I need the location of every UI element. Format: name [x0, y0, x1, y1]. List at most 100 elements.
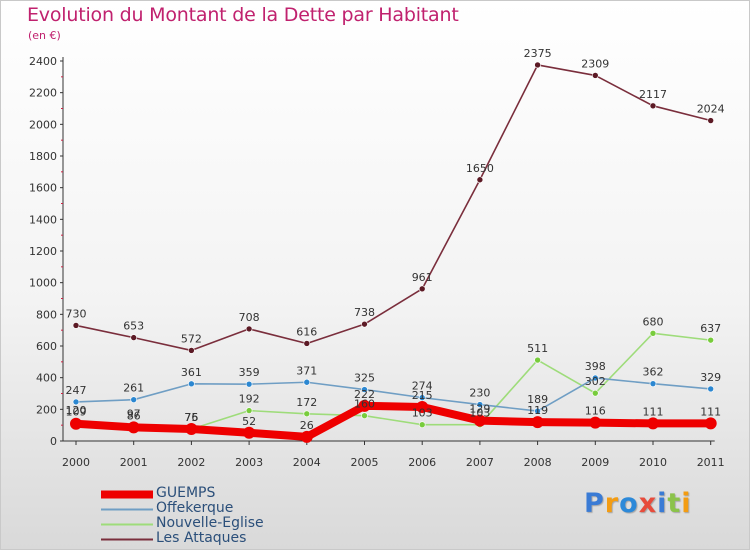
data-label-nouvelle-eglise: 172 [296, 396, 317, 409]
data-point-les-attaques [245, 325, 253, 333]
y-tick-label: 2000 [29, 118, 57, 131]
data-label-nouvelle-eglise: 75 [184, 411, 198, 424]
data-label-offekerque: 398 [585, 360, 606, 373]
data-label-nouvelle-eglise: 511 [527, 342, 548, 355]
data-point-nouvelle-eglise [245, 407, 253, 414]
data-point-guemps [647, 417, 659, 430]
logo-letter: P [584, 488, 605, 519]
y-tick-label: 1200 [29, 245, 57, 258]
data-point-les-attaques [361, 320, 368, 328]
proxiti-logo: Proxiti [584, 488, 692, 519]
axes [62, 57, 715, 442]
data-label-les-attaques: 616 [296, 325, 317, 338]
legend-label-guemps: GUEMPS [156, 485, 216, 501]
y-tick-label: 600 [36, 340, 57, 353]
y-tick-label: 200 [36, 403, 57, 416]
y-tick-label: 1000 [29, 277, 57, 290]
data-label-offekerque: 274 [412, 380, 433, 393]
data-label-les-attaques: 1650 [466, 162, 494, 175]
data-point-les-attaques [534, 61, 541, 69]
x-tick-label: 2005 [351, 456, 379, 469]
data-point-guemps [416, 400, 429, 413]
data-label-offekerque: 325 [354, 372, 375, 385]
data-point-nouvelle-eglise [534, 356, 541, 364]
data-label-nouvelle-eglise: 192 [239, 393, 260, 406]
y-tick-label: 1800 [29, 150, 57, 163]
data-point-offekerque [245, 380, 253, 388]
data-label-nouvelle-eglise: 97 [127, 408, 141, 421]
data-point-guemps [531, 416, 544, 429]
data-label-guemps: 111 [700, 405, 721, 418]
data-label-les-attaques: 708 [239, 311, 260, 324]
legend-label-offekerque: Offekerque [156, 500, 234, 516]
y-tick-label: 800 [36, 308, 57, 321]
data-label-offekerque: 359 [239, 366, 260, 379]
data-label-les-attaques: 2309 [581, 57, 609, 70]
x-tick-label: 2003 [235, 456, 263, 469]
data-point-nouvelle-eglise [649, 330, 657, 337]
data-point-offekerque [476, 401, 484, 408]
legend-swatch-les-attaques [101, 538, 153, 541]
data-point-les-attaques [303, 340, 311, 347]
series-line-guemps [72, 401, 715, 441]
data-label-nouvelle-eglise: 680 [643, 315, 664, 328]
data-label-guemps: 215 [412, 389, 433, 402]
logo-letter: i [657, 488, 668, 519]
data-point-les-attaques [707, 117, 715, 124]
data-point-nouvelle-eglise [418, 421, 426, 428]
legend-label-les-attaques: Les Attaques [156, 530, 247, 546]
data-label-offekerque: 261 [123, 382, 144, 395]
data-label-guemps: 222 [354, 388, 375, 401]
data-point-les-attaques [649, 102, 657, 110]
data-point-offekerque [534, 407, 541, 415]
data-point-guemps [185, 422, 198, 435]
data-point-les-attaques [188, 347, 195, 354]
legend-swatch-offekerque [101, 508, 153, 511]
data-point-nouvelle-eglise [707, 336, 715, 344]
chart-unit-subtitle: (en €) [28, 29, 61, 42]
legend-swatch-nouvelle-eglise [101, 523, 153, 526]
data-label-guemps: 111 [643, 405, 664, 418]
series-layer [70, 61, 717, 443]
data-label-offekerque: 329 [700, 371, 721, 384]
data-point-offekerque [649, 380, 657, 387]
x-tick-label: 2004 [293, 456, 321, 469]
x-tick-label: 2007 [466, 456, 494, 469]
data-point-offekerque [591, 374, 599, 382]
data-point-guemps [589, 416, 602, 429]
data-point-offekerque [418, 394, 426, 401]
data-point-les-attaques [72, 322, 80, 329]
x-axis-ticks: 2000 2001 2002 2003 2004 2005 2006 2007 2008 2009… [62, 441, 725, 469]
y-tick-label: 0 [50, 435, 57, 448]
data-label-les-attaques: 730 [66, 307, 87, 320]
data-label-les-attaques: 653 [123, 320, 144, 333]
data-label-les-attaques: 961 [412, 271, 433, 284]
data-point-nouvelle-eglise [591, 389, 599, 397]
data-label-offekerque: 247 [66, 384, 87, 397]
data-point-les-attaques [418, 285, 426, 293]
data-label-les-attaques: 2375 [524, 47, 552, 60]
x-tick-label: 2001 [120, 456, 148, 469]
data-label-offekerque: 362 [643, 366, 664, 379]
y-tick-label: 2200 [29, 87, 57, 100]
x-tick-label: 2002 [177, 456, 205, 469]
x-tick-label: 2009 [581, 456, 609, 469]
data-label-les-attaques: 738 [354, 306, 375, 319]
legend-swatch-guemps [101, 490, 153, 499]
logo-letter: x [638, 488, 658, 519]
data-label-nouvelle-eglise: 637 [700, 322, 721, 335]
logo-letter: t [667, 488, 682, 519]
data-label-guemps: 26 [300, 419, 314, 432]
data-point-offekerque [130, 396, 137, 403]
x-tick-label: 2011 [697, 456, 725, 469]
data-label-nouvelle-eglise: 120 [66, 404, 87, 417]
data-label-nouvelle-eglise: 302 [585, 375, 606, 388]
data-point-guemps [704, 417, 717, 430]
data-label-guemps: 119 [527, 404, 548, 417]
data-label-les-attaques: 572 [181, 332, 202, 345]
x-tick-label: 2000 [62, 456, 90, 469]
data-point-nouvelle-eglise [361, 412, 368, 419]
data-label-guemps: 129 [469, 403, 490, 416]
y-tick-label: 2400 [29, 55, 57, 68]
